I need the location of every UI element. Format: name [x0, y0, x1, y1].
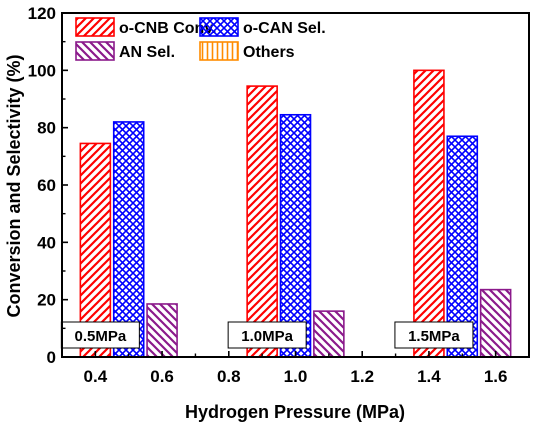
group-label: 0.5MPa	[75, 328, 127, 345]
y-tick-label: 100	[28, 61, 56, 80]
legend-swatch	[75, 41, 115, 61]
group-label-box	[60, 321, 140, 349]
bar	[413, 69, 445, 358]
y-tick-label: 40	[37, 233, 56, 252]
x-tick-label: 1.0	[284, 367, 308, 386]
legend-label: AN Sel.	[119, 44, 175, 61]
group-label-box	[394, 321, 474, 349]
x-tick-label: 0.4	[84, 367, 108, 386]
bar	[313, 310, 345, 358]
y-tick-label: 20	[37, 291, 56, 310]
bar	[279, 113, 312, 358]
y-tick-label: 80	[37, 119, 56, 138]
bars-group	[79, 69, 512, 358]
y-axis-ticks: 0 20 40 60 80 100 120	[28, 4, 68, 367]
x-tick-label: 0.6	[150, 367, 174, 386]
y-tick-label: 60	[37, 176, 56, 195]
y-tick-label: 120	[28, 4, 56, 23]
x-tick-label: 1.4	[417, 367, 441, 386]
y-tick-label: 0	[47, 348, 56, 367]
bar	[246, 85, 278, 358]
legend-swatch	[75, 17, 115, 37]
legend-swatch	[199, 17, 239, 37]
group-label-box	[227, 321, 307, 349]
y-axis-title: Conversion and Selectivity (%)	[4, 54, 24, 317]
x-tick-label: 0.8	[217, 367, 241, 386]
x-axis-ticks: 0.4 0.6 0.8 1.0 1.2 1.4 1.6	[61, 351, 530, 386]
group-label: 1.5MPa	[408, 328, 460, 345]
legend-label: o-CAN Sel.	[243, 20, 326, 37]
legend-label: o-CNB Conv.	[119, 20, 216, 37]
legend-swatch	[199, 41, 239, 61]
bar	[112, 121, 145, 358]
bar	[479, 288, 512, 358]
x-axis-title: Hydrogen Pressure (MPa)	[185, 402, 405, 422]
bar	[146, 303, 178, 358]
group-labels: 0.5MPa 1.0MPa 1.5MPa	[60, 321, 474, 349]
bar	[79, 142, 112, 358]
group-label: 1.0MPa	[241, 328, 293, 345]
x-tick-label: 1.2	[350, 367, 374, 386]
x-tick-label: 1.6	[484, 367, 508, 386]
plot-frame	[61, 12, 530, 358]
legend: o-CNB Conv. o-CAN Sel. AN Sel. Others	[75, 17, 326, 61]
legend-label: Others	[243, 44, 295, 61]
